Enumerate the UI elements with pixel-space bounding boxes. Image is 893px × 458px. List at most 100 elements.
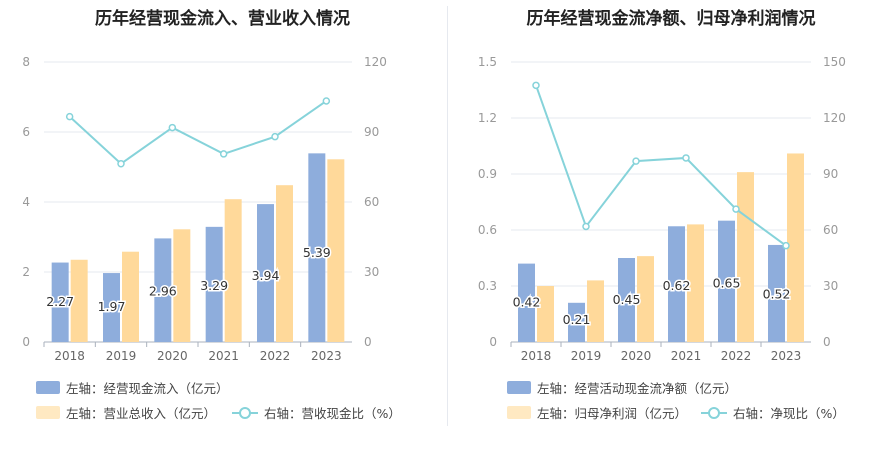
data-label: 0.65 bbox=[713, 275, 741, 290]
legend-item[interactable]: 右轴：净现比（%） bbox=[701, 403, 845, 422]
legend-item[interactable]: 左轴：经营现金流入（亿元） bbox=[36, 378, 229, 397]
x-tick-label: 2022 bbox=[260, 349, 291, 363]
bar-3 bbox=[668, 226, 685, 342]
line-point-4 bbox=[271, 132, 279, 141]
bar2-3 bbox=[224, 199, 242, 342]
bar2-1 bbox=[587, 280, 604, 342]
legend-item[interactable]: 右轴：营收现金比（%） bbox=[232, 403, 401, 422]
x-tick-label: 2018 bbox=[521, 349, 552, 363]
line-point-5 bbox=[782, 241, 790, 250]
bar-0 bbox=[51, 262, 69, 342]
bar-1 bbox=[568, 302, 585, 342]
chart-title: 历年经营现金流净额、归母净利润情况 bbox=[526, 9, 816, 29]
bar-3 bbox=[205, 226, 223, 342]
bar2-3 bbox=[687, 224, 704, 342]
legend-label: 左轴：营业总收入（亿元） bbox=[66, 406, 217, 421]
line-point-3 bbox=[219, 150, 228, 158]
ratio-line bbox=[68, 100, 327, 166]
bar-4 bbox=[718, 220, 735, 342]
data-label: 5.39 bbox=[303, 245, 331, 260]
bar-4 bbox=[257, 204, 274, 342]
legend-item[interactable]: 左轴：归母净利润（亿元） bbox=[507, 403, 687, 422]
bar-2 bbox=[154, 238, 172, 342]
y-tick-label: 2 bbox=[22, 265, 30, 279]
bar2-1 bbox=[122, 251, 139, 342]
line-point-0 bbox=[65, 112, 74, 121]
x-tick-label: 2020 bbox=[157, 349, 188, 363]
bar2-4 bbox=[276, 185, 293, 342]
x-tick-label: 2022 bbox=[721, 349, 752, 363]
ratio-line bbox=[535, 84, 787, 247]
bar2-2 bbox=[637, 256, 654, 342]
line-point-3 bbox=[682, 154, 690, 162]
legend-swatch bbox=[36, 406, 60, 419]
y-tick-label: 0 bbox=[489, 335, 497, 349]
data-label: 2.96 bbox=[149, 283, 177, 298]
legend-label: 左轴：经营现金流入（亿元） bbox=[66, 381, 229, 396]
bar2-5 bbox=[327, 159, 345, 342]
chart-canvas: 0 2 4 6 8 0 30 60 90 120 2018 2.27 2019 1.97 2020 2.96 2… bbox=[22, 55, 387, 363]
chart-title: 历年经营现金流入、营业收入情况 bbox=[95, 9, 350, 29]
x-tick-label: 2019 bbox=[106, 349, 137, 363]
chart-panel-left: 历年经营现金流入、营业收入情况 0 2 4 6 8 0 30 60 90 120 2018 2.27 2… bbox=[0, 0, 445, 458]
x-tick-label: 2020 bbox=[621, 349, 652, 363]
x-tick-label: 2023 bbox=[311, 349, 342, 363]
line-point-1 bbox=[582, 222, 590, 231]
line-point-2 bbox=[632, 157, 640, 165]
y-tick-label: 6 bbox=[22, 125, 30, 139]
y-tick-label: 1.5 bbox=[478, 55, 497, 69]
y2-tick-label: 120 bbox=[364, 55, 387, 69]
data-label: 3.94 bbox=[252, 268, 280, 283]
legend-item[interactable]: 左轴：营业总收入（亿元） bbox=[36, 403, 216, 422]
data-label: 1.97 bbox=[98, 299, 126, 314]
x-tick-label: 2019 bbox=[571, 349, 602, 363]
data-label: 0.62 bbox=[663, 278, 691, 293]
y-tick-label: 0.6 bbox=[478, 223, 497, 237]
bar2-0 bbox=[70, 259, 88, 342]
bar2-5 bbox=[787, 153, 804, 342]
y-tick-label: 1.2 bbox=[478, 111, 497, 125]
panel-divider bbox=[447, 6, 448, 426]
y2-tick-label: 0 bbox=[364, 335, 372, 349]
x-tick-label: 2021 bbox=[208, 349, 239, 363]
legend-label: 右轴：营收现金比（%） bbox=[264, 406, 401, 421]
legend-swatch bbox=[36, 381, 60, 394]
line-point-4 bbox=[732, 205, 740, 213]
legend-item[interactable]: 左轴：经营活动现金流净额（亿元） bbox=[507, 378, 737, 397]
x-tick-label: 2021 bbox=[671, 349, 702, 363]
y2-tick-label: 150 bbox=[823, 55, 846, 69]
line-point-0 bbox=[532, 81, 540, 90]
legend-line-icon bbox=[701, 406, 727, 420]
x-tick-label: 2023 bbox=[771, 349, 802, 363]
bar-1 bbox=[103, 273, 120, 342]
data-label: 0.52 bbox=[763, 286, 791, 301]
legend-swatch bbox=[507, 406, 531, 419]
data-label: 0.42 bbox=[513, 295, 541, 310]
y-tick-label: 8 bbox=[22, 55, 30, 69]
y2-tick-label: 30 bbox=[823, 279, 838, 293]
data-label: 0.21 bbox=[563, 312, 591, 327]
y-tick-label: 0.3 bbox=[478, 279, 497, 293]
bar-2 bbox=[618, 258, 635, 342]
bar2-0 bbox=[537, 286, 554, 342]
y-tick-label: 0.9 bbox=[478, 167, 497, 181]
data-label: 3.29 bbox=[200, 278, 228, 293]
y2-tick-label: 90 bbox=[364, 125, 379, 139]
line-point-1 bbox=[117, 159, 125, 168]
y2-tick-label: 90 bbox=[823, 167, 838, 181]
bar2-2 bbox=[173, 229, 191, 342]
line-point-2 bbox=[168, 123, 177, 132]
legend-label: 左轴：归母净利润（亿元） bbox=[537, 406, 688, 421]
chart-canvas: 0 0.3 0.6 0.9 1.2 1.5 0 30 60 90 120 150 2018 0.42 201… bbox=[478, 55, 846, 363]
bar-5 bbox=[768, 244, 785, 342]
y2-tick-label: 30 bbox=[364, 265, 379, 279]
bar2-4 bbox=[737, 172, 754, 342]
bar-0 bbox=[518, 263, 535, 342]
chart-panel-right: 历年经营现金流净额、归母净利润情况 0 0.3 0.6 0.9 1.2 1.5 0 30 60 9… bbox=[449, 0, 893, 458]
y-tick-label: 0 bbox=[22, 335, 30, 349]
legend-label: 右轴：净现比（%） bbox=[733, 406, 845, 421]
y2-tick-label: 60 bbox=[364, 195, 379, 209]
y2-tick-label: 0 bbox=[823, 335, 831, 349]
legend-label: 左轴：经营活动现金流净额（亿元） bbox=[537, 381, 738, 396]
data-label: 0.45 bbox=[613, 292, 641, 307]
